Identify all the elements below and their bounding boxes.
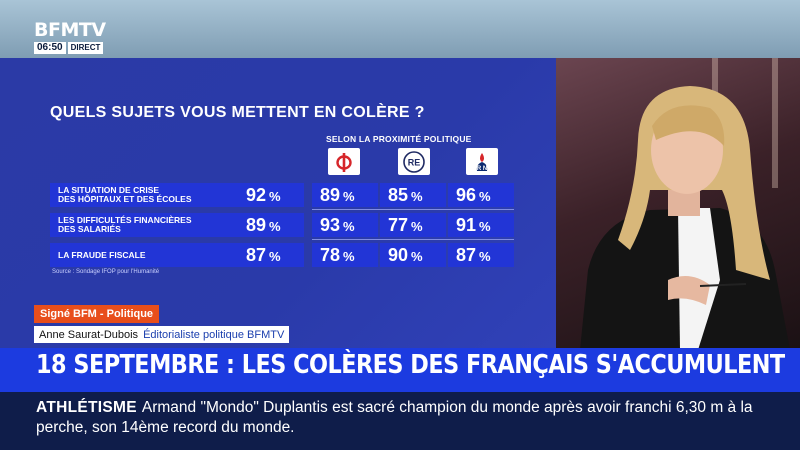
row-total: 87% [246,245,281,265]
value-cell-rn: 91% [448,213,514,237]
value-cell-renaissance: 85% [380,183,446,207]
studio-light-strip [772,58,778,188]
clock-time: 06:50 [34,42,66,54]
headline-band [0,348,800,392]
value-cell-lfi: 89% [312,183,378,207]
ticker-category: ATHLÉTISME [36,399,137,416]
poll-subtitle: SELON LA PROXIMITÉ POLITIQUE [326,134,472,144]
value-cell-renaissance: 90% [380,243,446,267]
poll-row: LES DIFFICULTÉS FINANCIÈRES DES SALARIÉS… [50,213,304,237]
row-divider [312,209,514,210]
poll-row: LA SITUATION DE CRISE DES HÔPITAUX ET DE… [50,183,304,207]
value-cell-rn: 87% [448,243,514,267]
live-badge: DIRECT [67,42,104,54]
rn-logo-text: R N [477,166,487,172]
channel-logo: BFMTV 06:50 DIRECT [34,20,106,54]
party-logo-renaissance: RE [398,148,430,175]
value-cell-lfi: 78% [312,243,378,267]
row-total: 89% [246,215,281,235]
headline-text: 18 SEPTEMBRE : LES COLÈRES DES FRANÇAIS … [36,350,785,380]
row-label: LA FRAUDE FISCALE [58,250,146,260]
presenter-name: Anne Saurat-Dubois [39,328,139,341]
value-cell-rn: 96% [448,183,514,207]
poll-row: LA FRAUDE FISCALE 87% [50,243,304,267]
ticker-text: Armand "Mondo" Duplantis est sacré champ… [36,399,753,436]
value-cell-lfi: 93% [312,213,378,237]
presenter-name-tag: Anne Saurat-Dubois Éditorialiste politiq… [34,326,290,343]
party-logo-lfi [328,148,360,175]
poll-title: QUELS SUJETS VOUS METTENT EN COLÈRE ? [50,104,425,121]
poll-source: Source : Sondage IFOP pour l'Humanité [52,269,160,275]
ticker-content: ATHLÉTISME Armand "Mondo" Duplantis est s… [36,398,776,438]
lfi-phi-logo-icon [336,152,352,172]
renaissance-logo-text: RE [408,157,421,167]
party-logo-rn: R N [466,148,498,175]
presenter-image [580,86,790,350]
signature-badge: Signé BFM - Politique [34,305,160,323]
presenter-role: Éditorialiste politique BFMTV [143,328,285,341]
studio-ceiling [0,0,800,58]
row-total: 92% [246,185,281,205]
row-label: LA SITUATION DE CRISE DES HÔPITAUX ET DE… [58,185,192,204]
logo-text: BFMTV [34,19,106,41]
renaissance-logo-icon: RE [403,150,425,173]
row-label: LES DIFFICULTÉS FINANCIÈRES DES SALARIÉS [58,215,192,234]
row-divider [312,239,514,240]
value-cell-renaissance: 77% [380,213,446,237]
news-ticker [0,392,800,450]
rassemblement-national-logo-icon: R N [477,152,487,172]
